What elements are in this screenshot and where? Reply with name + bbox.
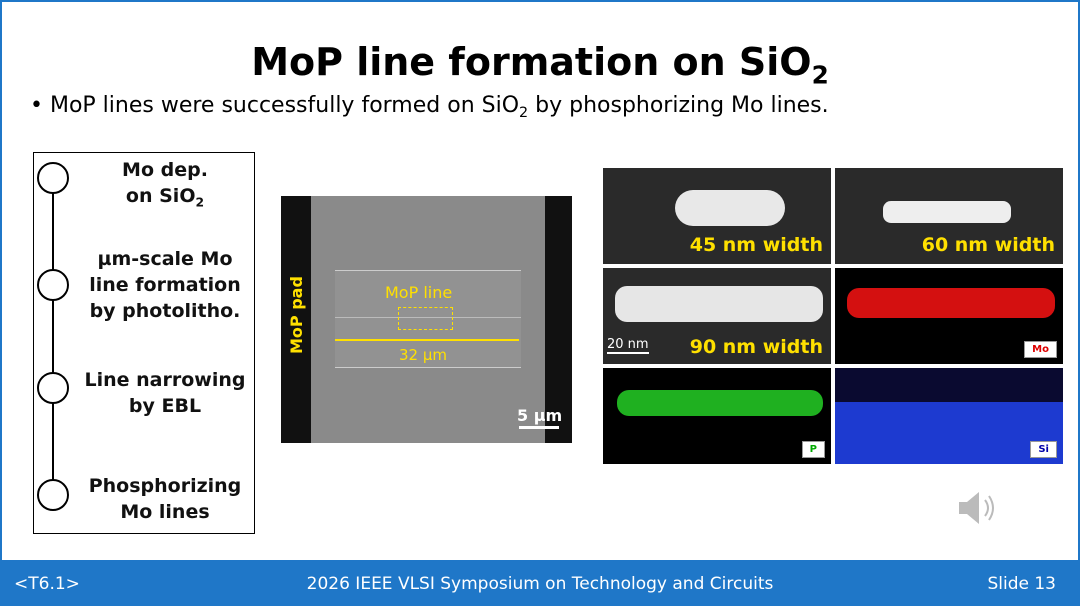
step: µm-scale Mo line formation by photolitho. bbox=[62, 246, 268, 324]
title-sub: 2 bbox=[811, 60, 829, 90]
step-text: on SiO bbox=[125, 185, 196, 207]
tem-cell: 45 nm width bbox=[603, 168, 831, 264]
bullet-text: MoP lines were successfully formed on Si… bbox=[49, 93, 520, 118]
step-line: on SiO2 bbox=[62, 183, 268, 209]
tem-line bbox=[883, 201, 1011, 223]
scale-bar bbox=[519, 426, 559, 429]
step-line: Mo lines bbox=[120, 501, 210, 523]
step: Mo dep. on SiO2 bbox=[62, 157, 268, 209]
scale-label: 5 µm bbox=[517, 406, 563, 425]
title: MoP line formation on SiO2 bbox=[0, 40, 1080, 87]
tem-line bbox=[675, 190, 785, 226]
sem-line bbox=[335, 317, 521, 318]
tem-cell: Si bbox=[835, 368, 1063, 464]
width-label: 60 nm width bbox=[921, 234, 1055, 256]
element-tag: Mo bbox=[1024, 341, 1057, 358]
tem-cell: Mo bbox=[835, 268, 1063, 364]
step-line: Phosphorizing bbox=[88, 475, 242, 497]
step-line: by EBL bbox=[128, 395, 202, 417]
line-label: MoP line bbox=[385, 283, 453, 302]
bullet-rest: by phosphorizing Mo lines. bbox=[528, 93, 829, 118]
footer-center: 2026 IEEE VLSI Symposium on Technology a… bbox=[306, 574, 774, 594]
si-map bbox=[835, 402, 1063, 464]
title-text: MoP line formation on SiO bbox=[251, 40, 812, 84]
sem-image: MoP pad MoP line 32 µm 5 µm bbox=[281, 196, 572, 443]
step-line: Mo dep. bbox=[122, 159, 208, 181]
tem-line bbox=[615, 286, 823, 322]
speaker-icon[interactable] bbox=[955, 488, 1003, 528]
scale-label: 20 nm bbox=[607, 337, 649, 354]
tem-cell: P bbox=[603, 368, 831, 464]
bullet-sub: 2 bbox=[519, 105, 529, 121]
footer: <T6.1> 2026 IEEE VLSI Symposium on Techn… bbox=[0, 560, 1080, 606]
tem-cell: 60 nm width bbox=[835, 168, 1063, 264]
process-timeline bbox=[37, 162, 69, 511]
pad-label: MoP pad bbox=[287, 276, 306, 354]
element-tag: P bbox=[801, 441, 825, 458]
element-tag: Si bbox=[1030, 441, 1057, 458]
dimension-arrow bbox=[335, 339, 519, 341]
tem-cell: 90 nm width 20 nm bbox=[603, 268, 831, 364]
footer-right: Slide 13 bbox=[987, 574, 1056, 594]
step: Phosphorizing Mo lines bbox=[62, 473, 268, 525]
roi-box bbox=[398, 307, 453, 330]
step-line: µm-scale Mo bbox=[97, 248, 233, 270]
bullet: • MoP lines were successfully formed on … bbox=[30, 93, 829, 121]
step-line: Line narrowing bbox=[84, 369, 246, 391]
step: Line narrowing by EBL bbox=[62, 367, 268, 419]
mo-map bbox=[847, 288, 1055, 318]
sem-lines bbox=[335, 270, 521, 368]
length-label: 32 µm bbox=[399, 346, 448, 364]
footer-left: <T6.1> bbox=[14, 574, 80, 594]
width-label: 90 nm width bbox=[689, 336, 823, 358]
step-sub: 2 bbox=[195, 195, 205, 210]
p-map bbox=[617, 390, 823, 416]
step-line: by photolitho. bbox=[89, 300, 241, 322]
process-box bbox=[33, 152, 255, 534]
width-label: 45 nm width bbox=[689, 234, 823, 256]
step-line: line formation bbox=[89, 274, 241, 296]
